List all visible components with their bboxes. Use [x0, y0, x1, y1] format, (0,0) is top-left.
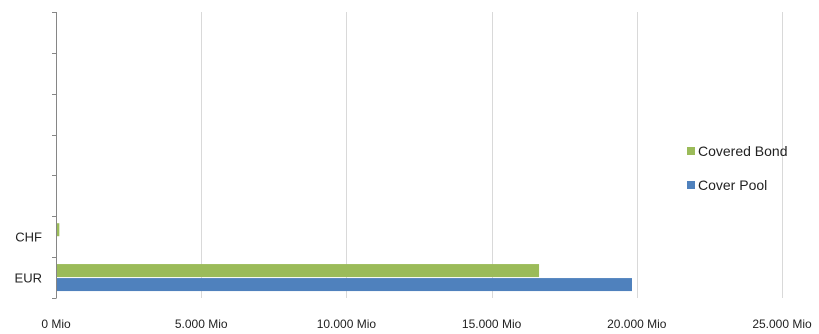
bar-covered-bond-eur [57, 264, 540, 278]
x-tick-label-4: 20.000 Mio [607, 317, 667, 331]
legend-item-cover-pool: Cover Pool [687, 175, 788, 195]
legend: Covered Bond Cover Pool [687, 141, 788, 209]
bar-cover-pool-eur [57, 278, 632, 292]
legend-item-covered-bond: Covered Bond [687, 141, 788, 161]
x-tick-label-5: 25.000 Mio [752, 317, 812, 331]
legend-swatch-cover-pool [687, 181, 695, 189]
legend-swatch-covered-bond [687, 147, 695, 155]
x-tick-label-1: 5.000 Mio [175, 317, 228, 331]
category-label-eur: EUR [15, 271, 42, 286]
legend-label-covered-bond: Covered Bond [698, 143, 788, 159]
x-tick-label-3: 15.000 Mio [462, 317, 522, 331]
legend-label-cover-pool: Cover Pool [698, 177, 768, 193]
x-tick-label-0: 0 Mio [41, 317, 71, 331]
bar-covered-bond-chf [57, 223, 60, 237]
category-label-chf: CHF [15, 230, 42, 245]
x-tick-label-2: 10.000 Mio [317, 317, 377, 331]
